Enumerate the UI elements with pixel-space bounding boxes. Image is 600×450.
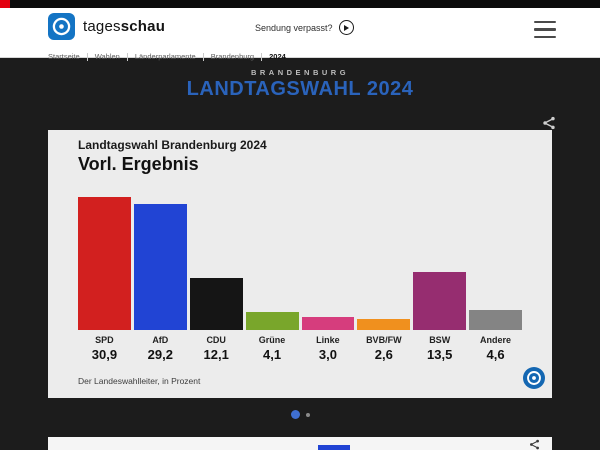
breadcrumb-separator [126, 52, 128, 61]
bar-bvb-fw [357, 319, 411, 330]
chart-title: Landtagswahl Brandenburg 2024 [78, 138, 267, 152]
party-label: SPD [95, 335, 114, 345]
breadcrumb-separator [86, 52, 88, 61]
breadcrumb-item-wahlen[interactable]: Wahlen [94, 52, 120, 61]
bar-gr-ne [245, 312, 299, 330]
play-triangle-icon [344, 24, 350, 31]
chart-source-note: Der Landeswahlleiter, in Prozent [78, 376, 201, 386]
bar-bsw [413, 272, 467, 330]
party-value: 29,2 [147, 347, 173, 362]
hamburger-menu-icon[interactable] [534, 21, 556, 38]
party-label: AfD [152, 335, 169, 345]
chart-column-bsw: BSW 13,5 [413, 195, 467, 362]
tagesschau-logo-icon [48, 13, 75, 40]
tagesschau-home-link[interactable]: tagesschau [48, 13, 165, 40]
site-header: tagesschau Sendung verpasst? Startseite W… [0, 8, 600, 61]
tagesschau-badge-icon [523, 367, 545, 389]
bar-andere [469, 310, 522, 330]
missed-broadcast-label: Sendung verpasst? [255, 22, 333, 33]
breadcrumb-separator [202, 52, 204, 61]
party-value: 12,1 [203, 347, 229, 362]
party-value: 4,6 [486, 347, 505, 362]
bar-chart: SPD 30,9 AfD 29,2 CDU 12,1 Grüne 4,1 Linke 3,0 BVB… [78, 195, 522, 362]
chart-column-andere: Andere 4,6 [469, 195, 522, 362]
bar-cdu [189, 278, 243, 330]
page-kicker: BRANDENBURG [250, 68, 350, 77]
party-value: 13,5 [427, 347, 453, 362]
breadcrumb-item-länderparlamente[interactable]: Länderparlamente [134, 52, 196, 61]
chart-column-cdu: CDU 12,1 [189, 195, 243, 362]
party-label: BVB/FW [366, 335, 402, 345]
election-chart-card: Landtagswahl Brandenburg 2024 Vorl. Erge… [48, 130, 552, 398]
party-label: Grüne [258, 335, 286, 345]
carousel-dot-1[interactable] [290, 410, 300, 419]
party-label: CDU [206, 335, 226, 345]
party-label: BSW [429, 335, 451, 345]
breadcrumb-item-startseite[interactable]: Startseite [48, 52, 80, 61]
top-strip [0, 0, 600, 8]
chart-column-linke: Linke 3,0 [301, 195, 355, 362]
chart-column-gr-ne: Grüne 4,1 [245, 195, 299, 362]
page-title: LANDTAGSWAHL 2024 [186, 78, 414, 100]
breadcrumb-item-2024[interactable]: 2024 [269, 52, 286, 61]
red-accent-bar [0, 0, 10, 8]
bar-linke [301, 317, 355, 330]
share-icon[interactable] [542, 116, 556, 130]
party-label: Linke [316, 335, 340, 345]
chart-column-afd: AfD 29,2 [133, 195, 187, 362]
missed-broadcast-link[interactable]: Sendung verpasst? [255, 20, 354, 35]
party-value: 3,0 [318, 347, 337, 362]
carousel-pagination [0, 410, 600, 419]
party-value: 2,6 [374, 347, 393, 362]
breadcrumb-separator [261, 52, 263, 61]
chart-column-bvb-fw: BVB/FW 2,6 [357, 195, 411, 362]
party-value: 30,9 [91, 347, 118, 362]
next-chart-card-partial [48, 437, 552, 450]
brand-wordmark: tagesschau [83, 18, 166, 35]
breadcrumb: Startseite Wahlen Länderparlamente Brandenb… [48, 49, 286, 64]
next-chart-fragment [318, 445, 350, 450]
party-value: 4,1 [263, 347, 282, 362]
play-circle-icon[interactable] [338, 20, 354, 35]
bar-spd [78, 197, 131, 330]
chart-column-spd: SPD 30,9 [78, 195, 131, 362]
bar-afd [133, 204, 187, 330]
party-label: Andere [480, 335, 512, 345]
share-icon[interactable] [529, 439, 540, 450]
carousel-dot-2[interactable] [305, 412, 310, 417]
chart-subtitle: Vorl. Ergebnis [78, 154, 199, 174]
breadcrumb-item-brandenburg[interactable]: Brandenburg [210, 52, 255, 61]
